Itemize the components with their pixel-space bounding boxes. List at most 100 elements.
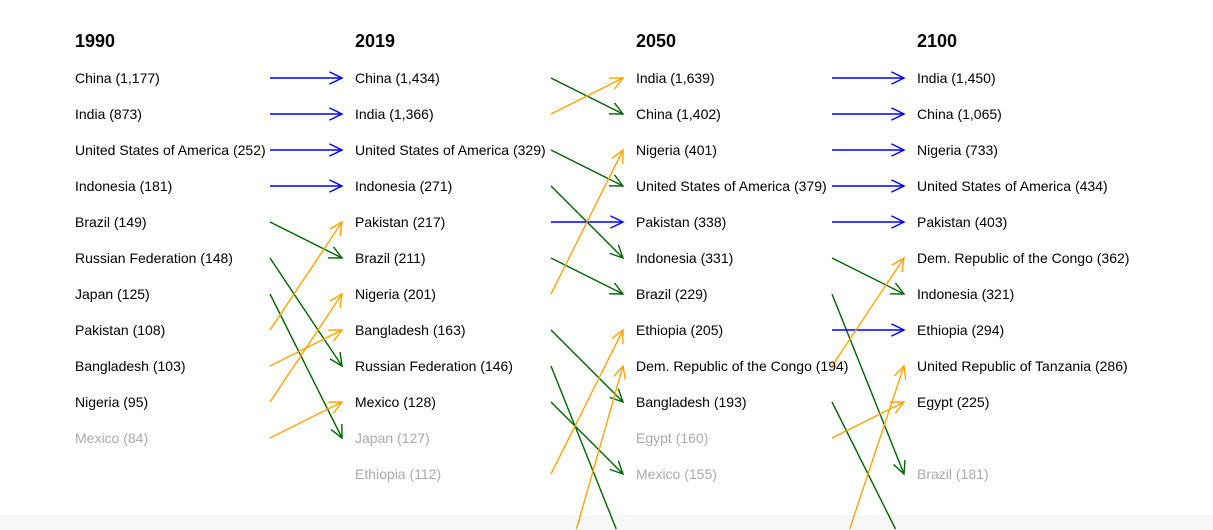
country-rank-label: China (1,177) <box>75 70 160 86</box>
country-rank-label: China (1,434) <box>355 70 440 86</box>
country-rank-label: Indonesia (321) <box>917 286 1015 302</box>
rank-change-arrow-down <box>831 293 906 476</box>
country-rank-label: Bangladesh (193) <box>636 394 747 410</box>
arrowhead-icon <box>889 282 906 295</box>
arrowhead-icon <box>609 460 625 476</box>
country-rank-label: Pakistan (108) <box>75 322 166 338</box>
arrowhead-icon <box>329 71 344 85</box>
arrowhead-icon <box>329 179 344 193</box>
bottom-strip <box>0 515 1213 530</box>
rank-change-arrow-down <box>550 149 625 187</box>
arrowhead-icon <box>893 459 906 476</box>
country-rank-label: Nigeria (201) <box>355 286 436 302</box>
year-header-1990: 1990 <box>75 31 116 51</box>
country-rank-label: Brazil (229) <box>636 286 708 302</box>
rank-change-arrow-up <box>269 401 344 439</box>
rank-change-arrow-same <box>270 179 344 193</box>
country-rank-label: Egypt (160) <box>636 430 709 446</box>
arrowhead-icon <box>891 107 906 121</box>
arrowhead-icon <box>327 401 344 414</box>
country-rank-label: Dem. Republic of the Congo (194) <box>636 358 849 374</box>
country-rank-label: Brazil (181) <box>917 466 989 482</box>
country-rank-label: Bangladesh (103) <box>75 358 186 374</box>
arrowhead-icon <box>893 364 907 380</box>
country-rank-label: Ethiopia (112) <box>355 466 442 482</box>
country-rank-label: Indonesia (331) <box>636 250 734 266</box>
rank-change-arrow-up <box>575 364 627 530</box>
rank-change-arrow-down <box>550 401 625 476</box>
arrowhead-icon <box>608 102 625 115</box>
rank-change-arrow-same <box>832 107 906 121</box>
country-rank-label: United States of America (252) <box>75 142 266 158</box>
country-rank-label: Mexico (84) <box>75 430 149 446</box>
rank-change-arrow-up <box>550 77 625 115</box>
country-rank-label: Russian Federation (146) <box>355 358 513 374</box>
country-rank-label: Brazil (211) <box>355 250 426 266</box>
arrowhead-icon <box>891 256 905 272</box>
rank-change-arrow-same <box>270 71 344 85</box>
country-rank-label: Indonesia (271) <box>355 178 453 194</box>
rank-change-arrow-up <box>269 292 343 403</box>
arrowhead-icon <box>611 328 624 345</box>
rank-change-arrow-same <box>832 179 906 193</box>
rank-change-arrow-same <box>270 107 344 121</box>
rank-change-arrow-same <box>832 323 906 337</box>
country-rank-label: United States of America (329) <box>355 142 546 158</box>
arrowhead-icon <box>891 323 906 337</box>
rank-change-arrow-down <box>269 221 344 259</box>
country-rank-label: India (1,450) <box>917 70 996 86</box>
rank-change-arrow-same <box>270 143 344 157</box>
rank-change-arrow-up <box>269 220 343 331</box>
country-rank-label: Egypt (225) <box>917 394 990 410</box>
country-rank-label: Nigeria (733) <box>917 142 998 158</box>
rank-change-arrow-same <box>832 215 906 229</box>
arrowhead-icon <box>329 352 343 368</box>
country-rank-label: India (1,366) <box>355 106 434 122</box>
country-rank-label: Japan (127) <box>355 430 430 446</box>
arrowhead-icon <box>609 244 625 260</box>
country-rank-label: Nigeria (95) <box>75 394 149 410</box>
country-rank-label: Ethiopia (294) <box>917 322 1005 338</box>
rank-change-arrow-down <box>550 257 625 295</box>
rank-change-arrow-up <box>849 364 907 530</box>
country-rank-label: Russian Federation (148) <box>75 250 233 266</box>
arrowhead-icon <box>608 77 625 90</box>
country-rank-label: United States of America (434) <box>917 178 1108 194</box>
arrowhead-icon <box>891 215 906 229</box>
arrowhead-icon <box>891 71 906 85</box>
arrowhead-icon <box>608 174 625 187</box>
country-rank-label: Pakistan (217) <box>355 214 446 230</box>
year-header-2100: 2100 <box>917 31 958 51</box>
rank-change-arrow-up <box>550 148 624 295</box>
rank-change-arrow-down <box>269 293 343 440</box>
arrowhead-icon <box>889 401 906 414</box>
country-rank-label: Pakistan (403) <box>917 214 1008 230</box>
country-rank-label: Ethiopia (205) <box>636 322 724 338</box>
rank-change-arrow-down <box>831 257 906 295</box>
country-rank-label: Bangladesh (163) <box>355 322 466 338</box>
arrowhead-icon <box>891 179 906 193</box>
country-rank-label: Japan (125) <box>75 286 150 302</box>
year-header-2050: 2050 <box>636 31 677 51</box>
country-rank-label: Brazil (149) <box>75 214 147 230</box>
rank-change-arrow-up <box>831 401 906 439</box>
country-rank-label: India (1,639) <box>636 70 715 86</box>
rank-change-arrow-down <box>269 257 343 368</box>
arrowhead-icon <box>329 292 343 308</box>
arrowhead-icon <box>329 107 344 121</box>
rank-change-arrow-same <box>832 143 906 157</box>
country-rank-label: United States of America (379) <box>636 178 827 194</box>
rank-change-arrow-up <box>550 328 624 475</box>
country-rank-label: China (1,065) <box>917 106 1002 122</box>
arrowhead-icon <box>327 329 344 342</box>
country-rank-label: Indonesia (181) <box>75 178 173 194</box>
year-header-2019: 2019 <box>355 31 396 51</box>
rank-change-arrow-same <box>832 71 906 85</box>
arrowhead-icon <box>610 215 625 229</box>
rank-change-arrow-up <box>831 256 905 367</box>
arrowhead-icon <box>329 220 343 236</box>
country-rank-label: Nigeria (401) <box>636 142 717 158</box>
rank-change-arrow-down <box>831 401 897 530</box>
arrowhead-icon <box>608 282 625 295</box>
